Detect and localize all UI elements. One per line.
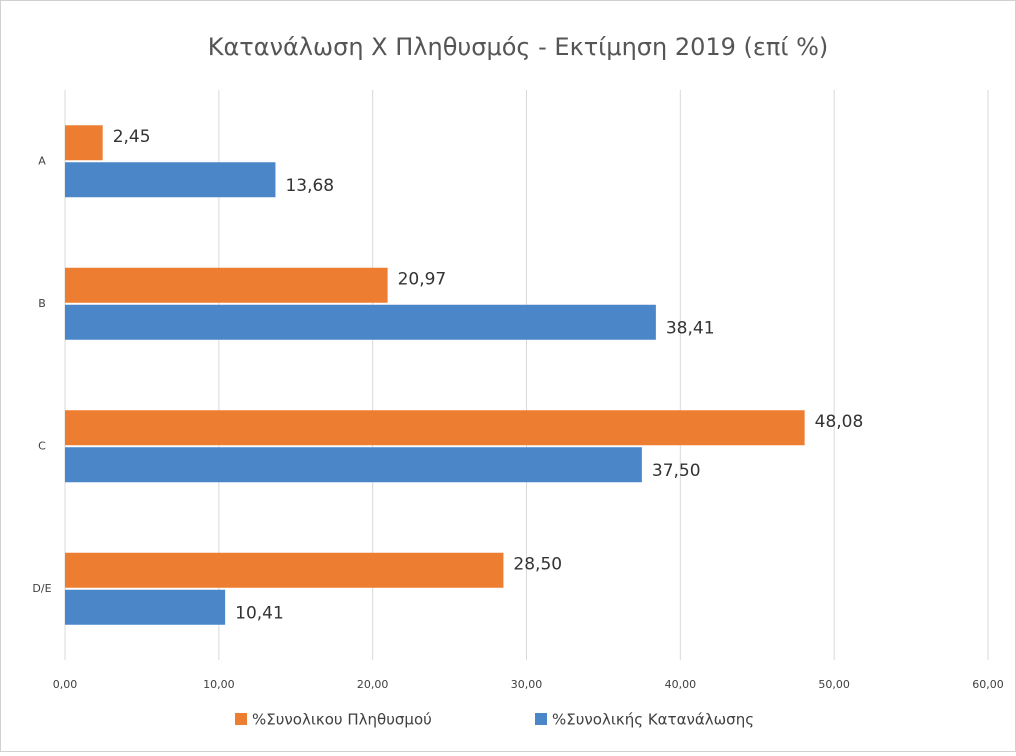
bar [65, 589, 226, 625]
x-tick-label: 50,00 [818, 678, 850, 691]
data-label: 10,41 [235, 603, 284, 623]
legend-label: %Συνολικής Κατανάλωσης [552, 711, 754, 729]
legend-swatch [535, 713, 547, 725]
data-label: 37,50 [652, 461, 701, 481]
x-tick-label: 10,00 [203, 678, 235, 691]
legend-swatch [235, 713, 247, 725]
x-tick-label: 30,00 [511, 678, 543, 691]
data-label: 38,41 [666, 318, 715, 338]
x-tick-label: 60,00 [972, 678, 1004, 691]
y-tick-label: A [38, 154, 46, 167]
bar [65, 447, 642, 483]
x-tick-label: 20,00 [357, 678, 389, 691]
bar [65, 552, 504, 588]
data-label: 48,08 [815, 412, 864, 432]
bar [65, 267, 388, 303]
bar [65, 410, 805, 446]
data-label: 20,97 [398, 269, 447, 289]
y-tick-label: C [38, 439, 46, 452]
x-tick-label: 0,00 [53, 678, 78, 691]
data-label: 13,68 [285, 176, 334, 196]
bar [65, 304, 656, 340]
legend-label: %Συνολικου Πληθυσμού [252, 711, 432, 729]
y-tick-label: D/E [32, 582, 51, 595]
x-tick-label: 40,00 [665, 678, 697, 691]
bar [65, 125, 103, 161]
y-tick-label: B [38, 297, 46, 310]
chart-title: Κατανάλωση Χ Πληθυσμός - Εκτίμηση 2019 (… [208, 33, 829, 61]
bar [65, 162, 276, 198]
data-label: 2,45 [113, 127, 151, 147]
data-label: 28,50 [513, 554, 562, 574]
